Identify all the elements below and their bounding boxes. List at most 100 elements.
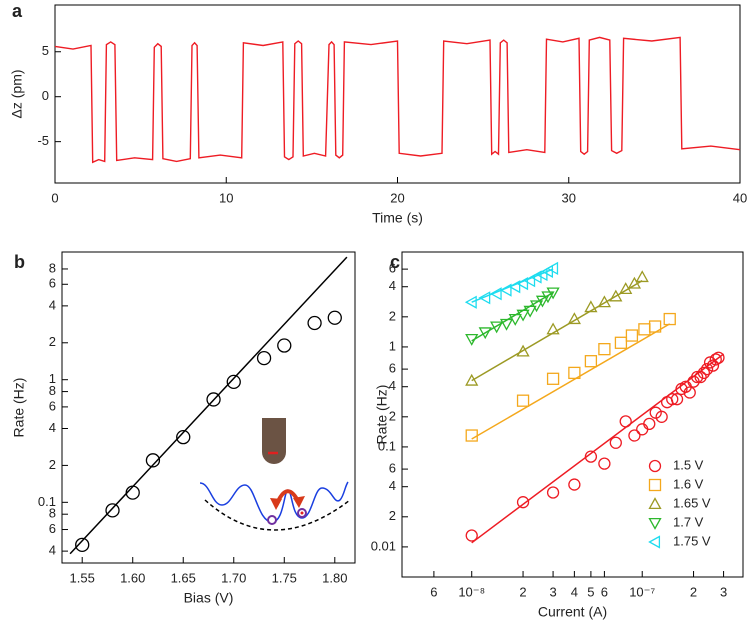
legend-label: 1.65 V (673, 495, 711, 510)
x-tick-label: 2 (519, 584, 526, 599)
marker (206, 392, 221, 407)
marker (655, 410, 668, 423)
marker (628, 429, 641, 442)
marker (516, 344, 530, 357)
marker (635, 270, 649, 283)
marker (609, 436, 622, 449)
marker (697, 366, 711, 380)
marker (523, 274, 536, 288)
envelope (204, 499, 351, 531)
marker (478, 291, 491, 305)
legend-label: 1.75 V (673, 533, 711, 548)
y-tick-label: 6 (389, 461, 396, 476)
y-tick-label: 0.1 (378, 438, 396, 453)
marker (546, 287, 560, 300)
y-tick-label: 8 (49, 260, 56, 275)
marker (636, 423, 649, 436)
y-tick-label: 2 (389, 308, 396, 323)
x-tick-label: 10 (219, 190, 233, 205)
y-axis-label: Rate (Hz) (11, 378, 27, 438)
legend-marker (648, 497, 662, 510)
x-tick-label: 3 (720, 584, 727, 599)
y-tick-label: 4 (389, 278, 396, 293)
x-tick-label: 1.65 (171, 570, 196, 585)
marker (584, 450, 598, 463)
y-tick-label: 0.01 (371, 538, 396, 553)
x-tick-label: 1.80 (322, 570, 347, 585)
marker (535, 295, 550, 308)
y-tick-label: 4 (389, 478, 396, 493)
marker (619, 415, 632, 428)
x-tick-label: 30 (562, 190, 576, 205)
marker (105, 503, 120, 518)
marker (663, 312, 676, 326)
marker (670, 393, 684, 406)
marker (490, 321, 504, 334)
marker (638, 323, 651, 336)
plot-frame (54, 4, 741, 184)
y-tick-label: 5 (42, 43, 49, 58)
y-tick-label: 6 (49, 521, 56, 536)
y-tick-label: 6 (389, 361, 396, 376)
x-tick-label: 1.70 (221, 570, 246, 585)
marker (508, 280, 521, 294)
x-tick-label: 4 (571, 584, 578, 599)
y-tick-label: 1 (49, 371, 56, 386)
marker (465, 429, 478, 442)
marker (691, 370, 704, 384)
marker (516, 394, 530, 407)
marker (465, 333, 479, 346)
marker (499, 283, 512, 297)
marker (256, 350, 272, 366)
y-tick-label: 2 (49, 334, 56, 349)
x-tick-label: 6 (430, 584, 437, 599)
marker (614, 336, 628, 349)
marker (465, 373, 479, 386)
signal-line (54, 36, 741, 164)
marker (666, 393, 679, 406)
y-tick-label: 4 (49, 543, 56, 558)
x-tick-label: 10⁻⁸ (458, 584, 485, 599)
fit-line (471, 353, 725, 544)
x-tick-label: 6 (601, 584, 608, 599)
y-tick-label: 1 (389, 338, 396, 353)
marker (499, 318, 514, 331)
marker (625, 329, 639, 342)
y-tick-label: 0 (42, 88, 49, 103)
y-tick-label: 6 (49, 276, 56, 291)
x-axis-label: Time (s) (372, 210, 423, 226)
x-tick-label: 0 (51, 190, 58, 205)
x-tick-label: 2 (690, 584, 697, 599)
y-tick-label: 6 (389, 261, 396, 276)
marker (546, 261, 559, 276)
marker (508, 314, 522, 326)
fit-line (69, 256, 348, 555)
marker (546, 372, 560, 385)
x-axis-label: Bias (V) (184, 590, 234, 606)
marker (568, 478, 581, 491)
y-tick-label: 4 (49, 420, 56, 435)
y-tick-label: 0.1 (38, 494, 56, 509)
panel: 1.55 1.60 1.65 1.70 1.75 1.804680.1246812468b… (11, 251, 356, 606)
marker (465, 529, 478, 542)
marker (145, 453, 161, 468)
marker (516, 276, 529, 291)
inset-illustration (199, 418, 351, 531)
marker (464, 295, 477, 309)
legend-marker (648, 478, 662, 492)
tip (262, 418, 286, 464)
marker (627, 276, 642, 289)
marker (648, 320, 662, 333)
marker (523, 305, 537, 318)
x-tick-label: 20 (390, 190, 404, 205)
marker (546, 322, 560, 335)
y-tick-label: 2 (389, 508, 396, 523)
y-tick-label: 8 (49, 506, 56, 521)
marker (516, 496, 530, 509)
marker (546, 486, 560, 499)
y-tick-label: 4 (389, 378, 396, 393)
x-tick-label: 5 (587, 584, 594, 599)
marker (277, 338, 292, 353)
marker (700, 362, 714, 376)
